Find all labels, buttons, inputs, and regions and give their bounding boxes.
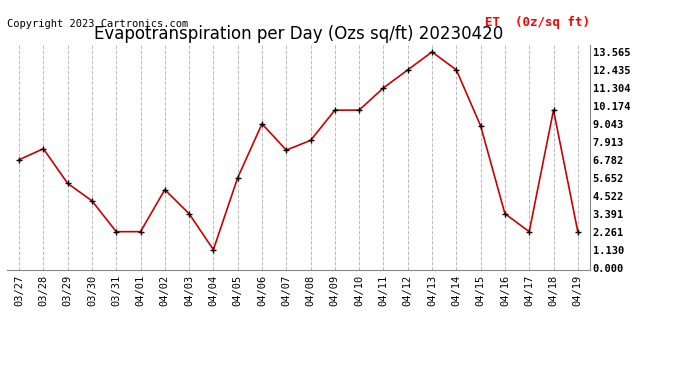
Title: Evapotranspiration per Day (Ozs sq/ft) 20230420: Evapotranspiration per Day (Ozs sq/ft) 2… — [94, 26, 503, 44]
Text: ET  (0z/sq ft): ET (0z/sq ft) — [485, 16, 590, 29]
Text: Copyright 2023 Cartronics.com: Copyright 2023 Cartronics.com — [7, 19, 188, 29]
